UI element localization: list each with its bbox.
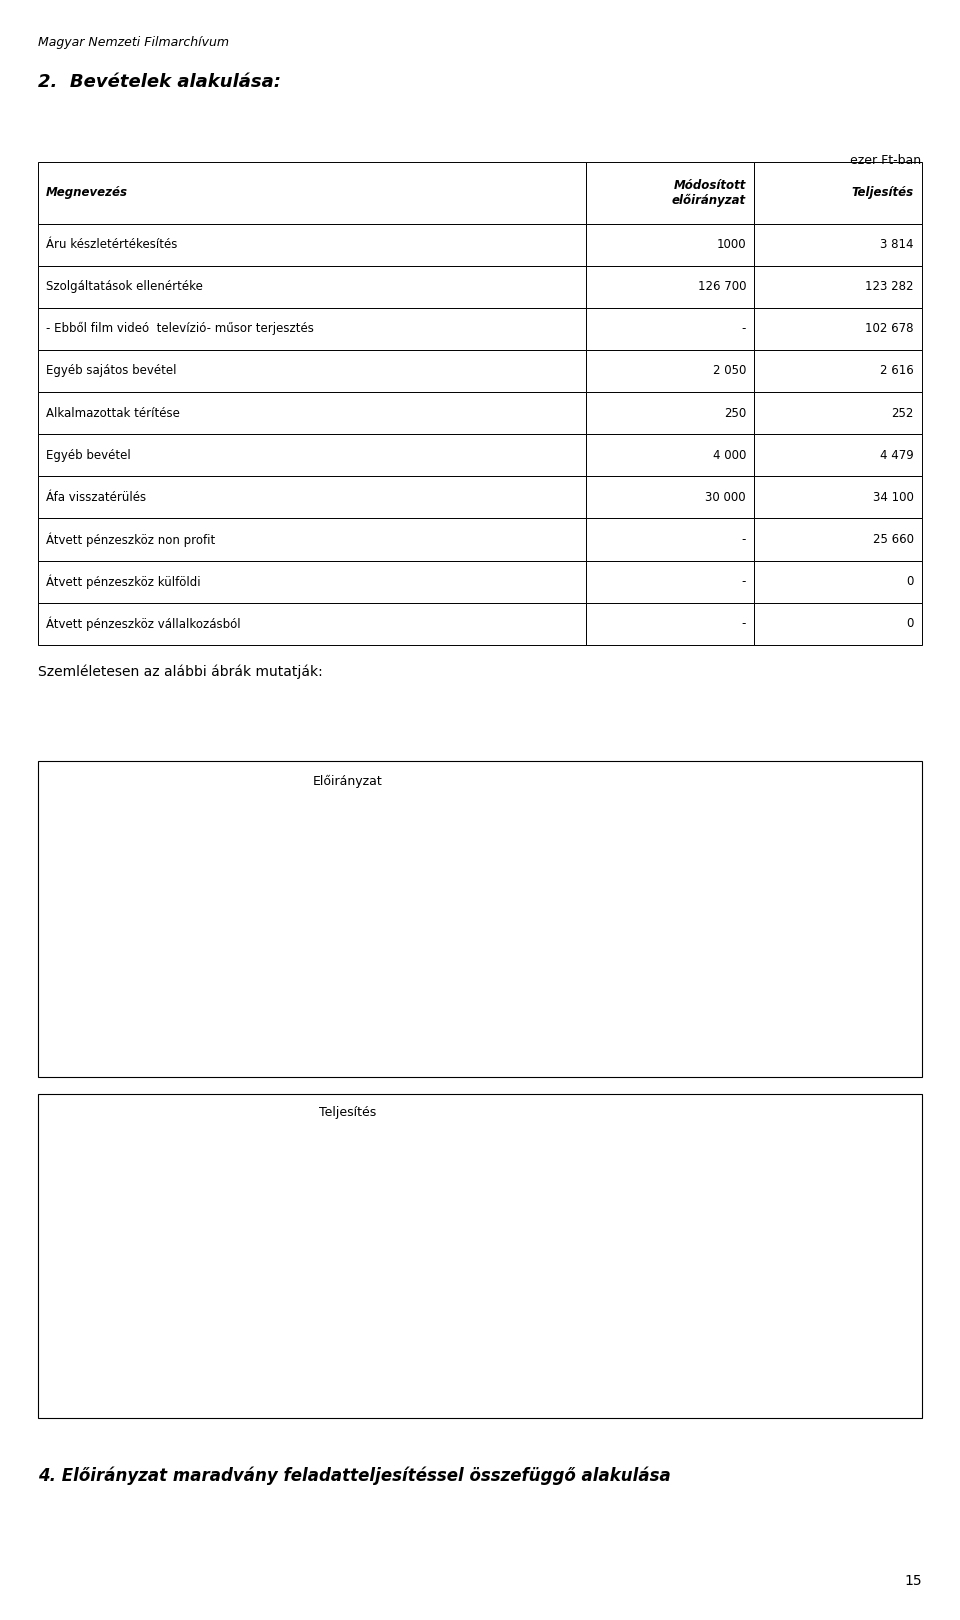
Text: 4 000: 4 000 (712, 449, 746, 462)
Polygon shape (149, 862, 406, 1003)
Text: Átvett pénzeszköz vállalkozásból: Átvett pénzeszköz vállalkozásból (46, 617, 241, 630)
Polygon shape (154, 862, 277, 931)
Text: -: - (742, 533, 746, 546)
Polygon shape (168, 1268, 410, 1366)
Text: 126 700: 126 700 (698, 280, 746, 293)
Text: Egyéb sajátos bevétel: Egyéb sajátos bevétel (46, 364, 177, 377)
Text: 3 814: 3 814 (880, 238, 914, 251)
Polygon shape (168, 1220, 277, 1268)
Text: - Ebből film videó  televízió- műsor terjesztés: - Ebből film videó televízió- műsor terj… (46, 322, 314, 335)
Text: Áfa visszatérülés: Áfa visszatérülés (46, 491, 146, 504)
Text: -: - (742, 617, 746, 630)
Text: Átvett pénzeszköz külföldi: Átvett pénzeszköz külföldi (46, 575, 201, 588)
Text: 2.  Bevételek alakulása:: 2. Bevételek alakulása: (38, 73, 281, 91)
Polygon shape (180, 1196, 277, 1268)
Text: 34 100: 34 100 (873, 491, 914, 504)
Text: 4 479: 4 479 (880, 449, 914, 462)
Text: Magyar Nemzeti Filmarchívum: Magyar Nemzeti Filmarchívum (38, 36, 229, 49)
Text: Átvett pénzeszköz non profit: Átvett pénzeszköz non profit (46, 533, 215, 546)
Text: 123 282: 123 282 (865, 280, 914, 293)
Text: 0: 0 (906, 575, 914, 588)
Text: -: - (742, 575, 746, 588)
Text: Szolgáltatások ellenértéke: Szolgáltatások ellenértéke (46, 280, 203, 293)
Text: Szemléletesen az alábbi ábrák mutatják:: Szemléletesen az alábbi ábrák mutatják: (38, 664, 324, 679)
Legend: Áru készletértékesítés, Szolgáltatások ellenértéke, Egyéb sajátos bevétel, Alkal: Áru készletértékesítés, Szolgáltatások e… (529, 1115, 694, 1260)
Polygon shape (162, 1268, 277, 1304)
Text: 25 660: 25 660 (873, 533, 914, 546)
Polygon shape (162, 1304, 168, 1333)
Text: 30 000: 30 000 (706, 491, 746, 504)
Text: Előirányzat: Előirányzat (313, 774, 382, 787)
Text: Áru készletértékesítés: Áru készletértékesítés (46, 238, 178, 251)
Text: -: - (742, 322, 746, 335)
Text: 2 616: 2 616 (880, 364, 914, 377)
Text: 15: 15 (904, 1573, 922, 1588)
Polygon shape (258, 862, 277, 931)
Polygon shape (145, 1228, 277, 1304)
Text: Egyéb bevétel: Egyéb bevétel (46, 449, 131, 462)
Polygon shape (162, 1268, 277, 1311)
Text: Alkalmazottak térítése: Alkalmazottak térítése (46, 407, 180, 420)
Text: Módosított
előirányzat: Módosított előirányzat (672, 178, 746, 207)
Polygon shape (153, 914, 277, 932)
Text: 102 678: 102 678 (865, 322, 914, 335)
Text: Megnevezés: Megnevezés (46, 186, 128, 199)
Polygon shape (151, 914, 277, 932)
Polygon shape (277, 862, 282, 931)
Text: 1000: 1000 (716, 238, 746, 251)
Polygon shape (149, 931, 406, 1025)
Polygon shape (168, 1197, 410, 1341)
Text: 0: 0 (906, 617, 914, 630)
Text: Teljesítés: Teljesítés (319, 1106, 376, 1119)
Text: 250: 250 (724, 407, 746, 420)
Legend: Áru készletértékesítés, Szolgáltatások ellenértéke, Egyéb sajátos bevétel, Alkal: Áru készletértékesítés, Szolgáltatások e… (529, 782, 694, 928)
Text: 2 050: 2 050 (712, 364, 746, 377)
Polygon shape (145, 1268, 162, 1328)
Polygon shape (277, 1196, 294, 1268)
Text: 252: 252 (892, 407, 914, 420)
Text: 4. Előirányzat maradvány feladatteljesítéssel összefüggő alakulása: 4. Előirányzat maradvány feladatteljesít… (38, 1466, 671, 1484)
Text: ezer Ft-ban: ezer Ft-ban (851, 154, 922, 167)
Text: Teljesítés: Teljesítés (852, 186, 914, 199)
